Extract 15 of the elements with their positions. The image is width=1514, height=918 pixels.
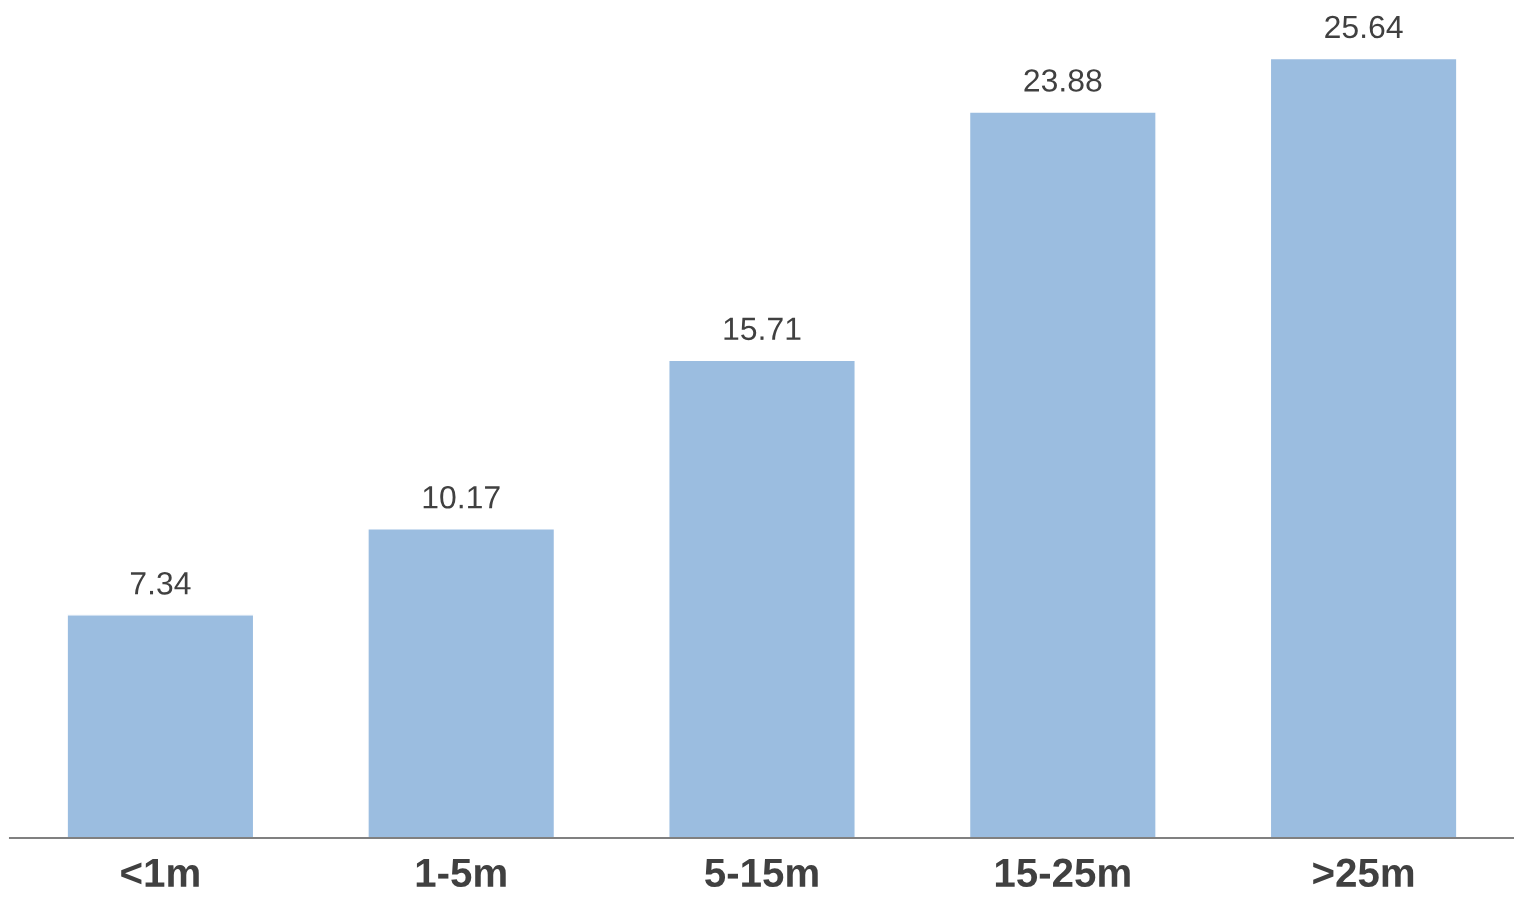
x-tick-label: >25m (1313, 858, 1414, 888)
x-tick-label: 1-5m (416, 858, 506, 888)
bar (66, 614, 255, 838)
data-label: 10.17 (423, 485, 500, 509)
bar (668, 359, 856, 838)
data-label: 7.34 (130, 572, 191, 595)
bar (367, 528, 556, 838)
x-tick-label: 15-25m (995, 858, 1130, 888)
x-tick-label: 5-15m (705, 858, 818, 888)
data-label: 25.64 (1325, 15, 1403, 39)
x-tick-label: <1m (121, 858, 199, 887)
data-label: 23.88 (1024, 69, 1102, 92)
data-label: 15.71 (724, 317, 801, 341)
bar (968, 111, 1157, 838)
bar (1269, 57, 1458, 838)
